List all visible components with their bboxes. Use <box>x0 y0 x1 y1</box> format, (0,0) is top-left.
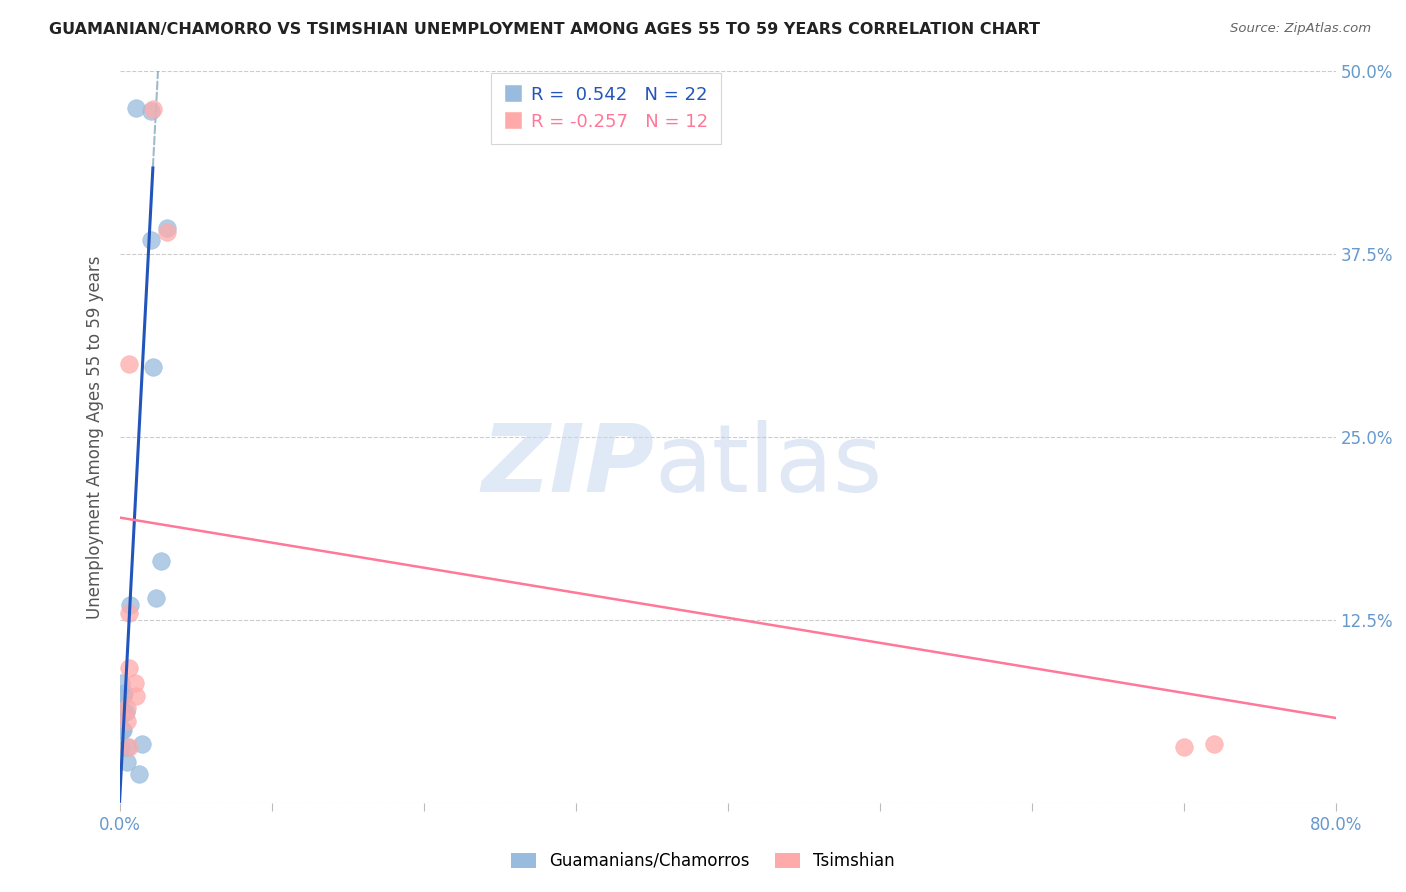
Legend: Guamanians/Chamorros, Tsimshian: Guamanians/Chamorros, Tsimshian <box>505 846 901 877</box>
Point <box>115 700 138 714</box>
Point <box>117 661 139 675</box>
Point <box>1173 740 1195 755</box>
Point <box>145 591 167 605</box>
Legend: R =  0.542   N = 22, R = -0.257   N = 12: R = 0.542 N = 22, R = -0.257 N = 12 <box>491 73 721 144</box>
Y-axis label: Unemployment Among Ages 55 to 59 years: Unemployment Among Ages 55 to 59 years <box>86 255 104 619</box>
Point <box>141 233 163 247</box>
Point <box>124 676 146 690</box>
Point <box>149 554 172 568</box>
Point <box>111 723 134 737</box>
Point <box>142 359 165 374</box>
Point <box>117 357 139 371</box>
Text: ZIP: ZIP <box>482 420 655 512</box>
Text: atlas: atlas <box>655 420 883 512</box>
Point <box>142 103 165 117</box>
Point <box>120 599 142 613</box>
Point <box>117 740 139 755</box>
Point <box>141 103 163 118</box>
Text: Source: ZipAtlas.com: Source: ZipAtlas.com <box>1230 22 1371 36</box>
Point <box>128 766 150 780</box>
Point <box>125 689 148 703</box>
Point <box>110 708 132 723</box>
Point <box>110 690 132 705</box>
Point <box>117 606 139 620</box>
Point <box>156 225 179 239</box>
Point <box>115 714 138 728</box>
Point <box>1204 737 1226 751</box>
Point <box>115 740 138 755</box>
Point <box>111 723 134 737</box>
Point <box>125 101 148 115</box>
Point <box>110 740 132 755</box>
Point <box>111 705 134 719</box>
Point <box>110 676 132 690</box>
Point <box>115 755 138 769</box>
Point <box>131 737 153 751</box>
Point <box>111 689 134 703</box>
Text: GUAMANIAN/CHAMORRO VS TSIMSHIAN UNEMPLOYMENT AMONG AGES 55 TO 59 YEARS CORRELATI: GUAMANIAN/CHAMORRO VS TSIMSHIAN UNEMPLOY… <box>49 22 1040 37</box>
Point <box>114 705 136 719</box>
Point <box>156 220 179 235</box>
Point <box>112 686 135 700</box>
